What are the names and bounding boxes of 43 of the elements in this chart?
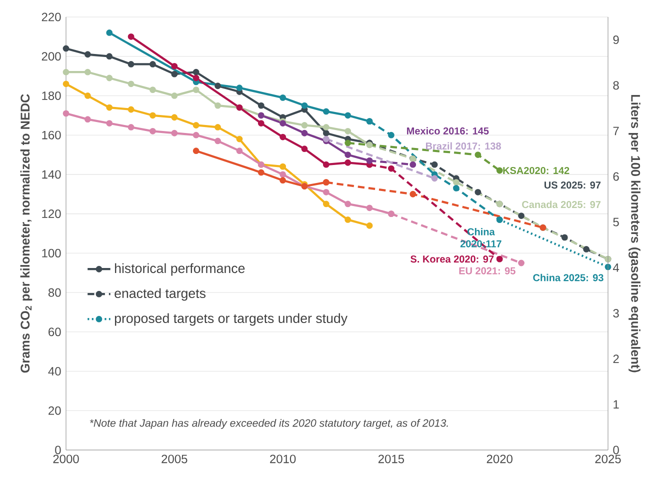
annotation: US 2025: 97 [544,182,601,189]
annotation: S. Korea 2020: 97 [410,256,494,263]
y2-tick-label: 8 [613,81,619,90]
annotation: China 2020:117 [460,228,502,248]
y-tick-label: 20 [48,406,61,415]
y2-tick-label: 7 [613,126,619,136]
legend-label: enacted targets [114,288,206,301]
legend-label: proposed targets or targets under study [114,313,348,326]
annotation: Mexico 2016: 145 [407,127,489,134]
x-tick-label: 2010 [270,454,296,464]
y-tick-label: 0 [55,446,61,454]
x-tick-label: 2000 [53,454,79,464]
y-tick-label: 180 [42,91,61,100]
y-tick-label: 80 [48,288,61,297]
annotation: Canada 2025: 97 [522,200,601,208]
y2-tick-label: 6 [613,172,619,181]
y-tick-label: 220 [42,12,61,22]
x-tick-label: 2020 [486,454,512,464]
y-tick-label: 140 [42,170,61,179]
y2-tick-label: 9 [613,36,619,44]
y-tick-label: 160 [42,130,61,140]
x-tick-label: 2025 [595,454,621,464]
x-tick-label: 2015 [378,454,404,464]
y-tick-label: 200 [42,52,61,61]
y-tick-label: 60 [48,328,61,336]
y2-tick-label: 0 [613,446,619,454]
y2-tick-label: 1 [614,400,619,409]
y-axis-title: Grams CO$_{2}$ per kilometer, normalized to NEDC [20,94,32,373]
y-tick-label: 120 [42,210,61,218]
annotation: EU 2021: 95 [459,267,516,274]
annotation: *Note that Japan has already exceeded its 2020 statutory target, as of 2013. [90,418,448,429]
legend-label: historical performance [115,263,245,276]
x-tick-label: 2005 [162,454,188,464]
y2-tick-label: 2 [613,354,619,364]
annotation: KSA2020: 142 [503,166,570,174]
y-tick-label: 100 [42,248,61,258]
y2-tick-label: 5 [613,218,619,226]
y2-tick-label: 4 [612,264,620,272]
annotation: China 2025: 93 [533,274,604,282]
y2-tick-label: 3 [613,309,619,318]
y-tick-label: 40 [48,367,61,376]
y2-axis-title: Liters per 100 kilometers (gasoline equivalent) [628,94,640,372]
annotation: Brazil 2017: 138 [426,142,501,150]
